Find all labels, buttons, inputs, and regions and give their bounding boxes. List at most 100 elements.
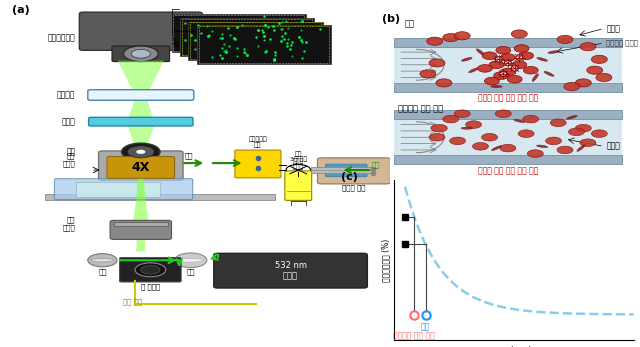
Ellipse shape [454,110,470,118]
Ellipse shape [508,75,522,83]
Ellipse shape [461,127,472,129]
Ellipse shape [500,54,515,61]
Y-axis label: 자기상관관수 (%): 자기상관관수 (%) [382,239,391,282]
Bar [45,194,275,200]
Ellipse shape [557,35,573,43]
FancyBboxPatch shape [235,150,281,178]
Ellipse shape [489,61,504,69]
Ellipse shape [532,74,538,82]
Ellipse shape [518,130,534,137]
FancyBboxPatch shape [326,164,367,177]
Polygon shape [133,200,148,222]
Ellipse shape [580,139,596,146]
Text: 빛 집광기: 빛 집광기 [141,284,160,290]
Bar [172,14,306,52]
X-axis label: 시간 (ms): 시간 (ms) [495,346,532,347]
Ellipse shape [504,60,511,66]
Bar [188,22,323,60]
FancyBboxPatch shape [214,253,367,288]
Ellipse shape [577,145,585,151]
Ellipse shape [482,134,498,141]
Text: 532 nm
레이저: 532 nm 레이저 [275,261,307,280]
Text: 핀홀: 핀홀 [67,147,76,156]
Ellipse shape [512,61,527,69]
Ellipse shape [545,137,562,145]
FancyBboxPatch shape [88,117,193,126]
Polygon shape [127,99,154,121]
Ellipse shape [500,144,516,152]
Ellipse shape [523,115,539,123]
Text: 응집이 없는 작은 랜덤 모션: 응집이 없는 작은 랜덤 모션 [477,166,538,175]
Text: 생물
주입구: 생물 주입구 [63,153,76,167]
Ellipse shape [466,121,482,128]
Ellipse shape [493,72,508,79]
Ellipse shape [495,110,511,118]
Bar [190,22,321,59]
Ellipse shape [548,51,559,53]
Bar [182,18,312,55]
Ellipse shape [514,45,529,52]
Circle shape [141,265,160,274]
Ellipse shape [429,59,445,67]
Ellipse shape [564,83,580,91]
Circle shape [135,263,166,277]
Bar [394,110,622,119]
Text: 당김: 당김 [371,161,380,168]
Text: 거울: 거울 [98,268,107,275]
Ellipse shape [550,119,566,127]
Circle shape [88,254,117,267]
Ellipse shape [429,134,445,141]
FancyBboxPatch shape [112,46,170,62]
Ellipse shape [472,143,488,150]
Text: 튜브렌즈: 튜브렌즈 [57,91,76,100]
Ellipse shape [568,128,584,136]
Ellipse shape [511,30,527,38]
Ellipse shape [511,66,518,71]
Text: 적혁구: 적혁구 [606,142,620,151]
FancyBboxPatch shape [285,171,312,201]
Ellipse shape [519,52,534,60]
Ellipse shape [527,150,543,158]
Text: (b): (b) [382,14,400,24]
Ellipse shape [495,57,502,62]
Ellipse shape [500,71,507,77]
Bar [180,18,314,56]
Circle shape [286,164,310,176]
Ellipse shape [420,70,436,78]
Bar [394,37,622,46]
Text: 적혁구: 적혁구 [606,24,620,33]
Text: 응집에 따른 높은 랜덤 모션: 응집에 따른 높은 랜덤 모션 [477,94,538,103]
Ellipse shape [179,258,204,262]
Text: 3축 밸브: 3축 밸브 [290,156,307,162]
Ellipse shape [482,52,497,60]
Circle shape [131,50,150,58]
Ellipse shape [431,124,447,132]
Text: 혁소판이 없는 생물: 혁소판이 없는 생물 [394,331,435,340]
Ellipse shape [476,49,484,56]
Ellipse shape [516,55,523,60]
FancyBboxPatch shape [317,158,390,184]
Bar [199,26,330,62]
FancyBboxPatch shape [110,220,172,239]
Ellipse shape [427,37,443,45]
Text: 전혁: 전혁 [405,19,415,28]
Ellipse shape [514,119,525,122]
Ellipse shape [468,68,479,73]
Circle shape [122,143,160,160]
Polygon shape [127,125,154,147]
Ellipse shape [580,43,596,51]
Ellipse shape [450,137,466,145]
FancyBboxPatch shape [79,12,202,50]
Bar [394,119,622,155]
Text: (a): (a) [12,5,30,15]
Ellipse shape [436,79,452,87]
Bar [114,222,168,226]
Ellipse shape [524,66,538,74]
Text: 광학
연결기: 광학 연결기 [63,217,76,231]
Circle shape [136,150,145,154]
Text: 압력
완화용
실린지: 압력 완화용 실린지 [292,151,304,170]
Ellipse shape [575,124,591,132]
Text: 초고속카메라: 초고속카메라 [48,34,76,43]
FancyBboxPatch shape [99,151,183,180]
Text: 유동: 유동 [184,152,193,159]
